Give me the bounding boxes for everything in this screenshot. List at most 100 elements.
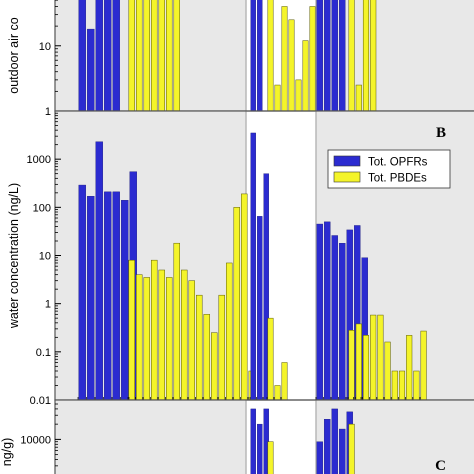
y-tick-label: 0.1: [36, 347, 51, 359]
pbde-bar: [362, 0, 370, 112]
opfr-bar: [339, 243, 346, 401]
pbde-bar: [348, 423, 355, 474]
pbde-bar: [355, 84, 362, 112]
pbde-bar: [166, 0, 173, 112]
pbde-bar: [203, 314, 210, 401]
pbde-bar: [128, 0, 135, 112]
opfr-bar: [104, 191, 112, 401]
pbde-bar: [196, 294, 203, 401]
pbde-bar: [143, 277, 150, 401]
opfr-bar: [316, 0, 323, 112]
pbde-bar: [233, 207, 240, 401]
pbde-bar: [295, 79, 302, 112]
pbde-bar: [391, 370, 398, 401]
opfr-bar: [78, 184, 86, 401]
panel-label: C: [435, 458, 446, 474]
opfr-bar: [250, 0, 256, 112]
y-axis-label: ng/g): [0, 438, 14, 467]
pbde-bar: [355, 323, 362, 401]
legend-swatch-pbde: [333, 171, 361, 183]
y-tick-label: 10: [39, 251, 51, 263]
pbde-bar: [267, 0, 274, 112]
panel-label: B: [436, 125, 446, 141]
y-tick-label: 0.01: [30, 395, 51, 407]
legend: Tot. OPFRs Tot. PBDEs: [327, 149, 451, 189]
pbde-bar: [136, 274, 143, 401]
opfr-bar: [331, 0, 338, 112]
pbde-bar: [166, 277, 173, 401]
opfr-bar: [257, 0, 263, 112]
pbde-bar: [188, 280, 195, 401]
opfr-bar: [324, 0, 331, 112]
y-tick-label: 1: [45, 106, 51, 118]
pbde-bar: [226, 262, 233, 401]
panel-b: 0.01 0.1 1 10 100 1000 water concentration (ng…: [7, 110, 474, 407]
pbde-bar: [158, 0, 165, 112]
opfr-bar: [95, 141, 103, 401]
opfr-bar: [87, 196, 95, 401]
pbde-bar: [288, 19, 295, 112]
pbde-bar: [143, 0, 150, 112]
opfr-bar: [112, 0, 120, 112]
pbde-bar: [362, 335, 370, 401]
opfr-bar: [324, 221, 331, 401]
pbde-bar: [274, 84, 281, 112]
opfr-bar: [112, 191, 120, 401]
opfr-bar: [257, 216, 263, 401]
pbde-bar: [158, 269, 165, 401]
group-band: [55, 0, 246, 111]
opfr-bar: [87, 28, 95, 112]
pbde-bar: [136, 0, 143, 112]
opfr-bar: [339, 0, 346, 112]
pbde-bar: [151, 259, 158, 401]
pbde-bar: [173, 242, 180, 401]
opfr-bar: [250, 132, 256, 401]
y-tick-label: 10: [39, 41, 51, 53]
pbde-bar: [348, 0, 355, 112]
y-tick-label: 1000: [27, 154, 51, 166]
group-band: [55, 400, 246, 474]
opfr-bar: [316, 223, 323, 401]
opfr-bar: [316, 441, 323, 474]
panel-frame: [54, 399, 474, 474]
pbde-bar: [377, 314, 384, 401]
pbde-bar: [309, 6, 316, 112]
opfr-bar: [95, 0, 103, 112]
pbde-bar: [348, 330, 355, 401]
legend-label-pbde: Tot. PBDEs: [368, 173, 427, 185]
opfr-bar: [324, 419, 331, 474]
pbde-bar: [406, 335, 413, 401]
pbde-bar: [281, 6, 288, 112]
y-axis-label: outdoor air co: [7, 17, 21, 93]
legend-label-opfr: Tot. OPFRs: [368, 157, 428, 169]
pbde-bar: [398, 370, 406, 401]
pbde-bar: [302, 40, 309, 112]
pbde-bar: [211, 332, 218, 401]
pbde-bar: [384, 341, 391, 401]
panel-c: 10000 ng/g) C: [0, 399, 474, 474]
pbde-bar: [274, 385, 281, 401]
pbde-bar: [420, 330, 427, 401]
pbde-bar: [173, 0, 180, 112]
opfr-bar: [257, 423, 263, 474]
pbde-bar: [281, 362, 288, 401]
pbde-bar: [267, 317, 274, 401]
pbde-bar: [370, 0, 377, 112]
pbde-bar: [151, 0, 158, 112]
opfr-bar: [121, 200, 129, 401]
legend-swatch-opfr: [333, 155, 361, 167]
y-tick-label: 10000: [20, 434, 51, 446]
opfr-bar: [250, 408, 256, 474]
pbde-bar: [181, 269, 188, 401]
pbde-bar: [218, 294, 225, 401]
opfr-bar: [331, 408, 338, 474]
opfr-bar: [78, 0, 86, 112]
y-axis-label: water concentration (ng/L): [7, 183, 21, 329]
panel-a: 1 10 outdoor air co: [7, 0, 474, 118]
pbde-bar: [413, 370, 420, 401]
opfr-bar: [104, 0, 112, 112]
pbde-bar: [370, 314, 377, 401]
y-tick-label: 100: [33, 202, 51, 214]
pbde-bar: [267, 441, 274, 474]
